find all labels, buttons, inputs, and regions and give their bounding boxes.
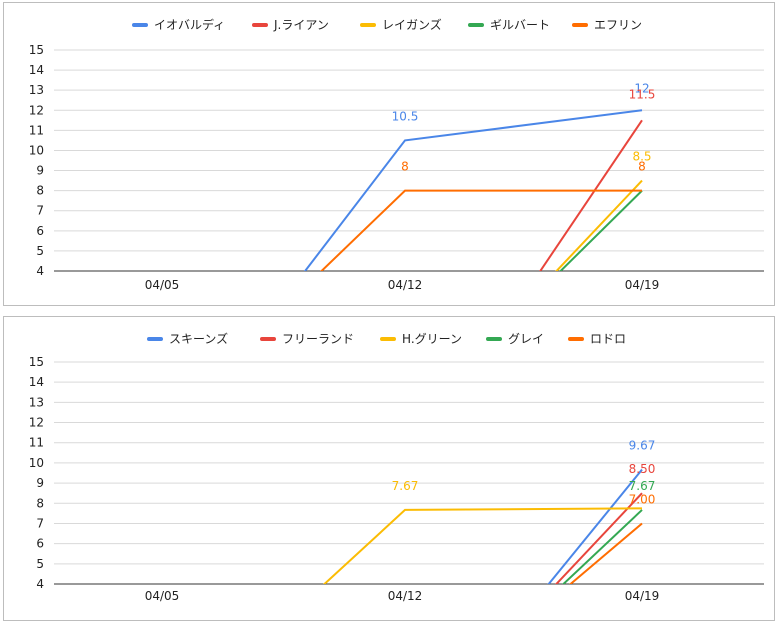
chart-panel-2: 4 5 6 7 8 9 10 11 12 13 14 15 04/05 04/12 04/19 スキーンズ フリ… [3, 316, 775, 621]
y-tick-label: 15 [29, 355, 44, 369]
y-tick-label: 13 [29, 83, 44, 97]
series-line [547, 468, 643, 584]
x-tick-label: 04/05 [145, 589, 180, 603]
y-tick-label: 6 [36, 224, 44, 238]
series-line [569, 522, 643, 584]
x-tick-label: 04/19 [625, 589, 660, 603]
y-tick-label: 9 [36, 164, 44, 178]
series-line [555, 179, 643, 271]
series-line [554, 492, 643, 584]
data-label: 9.67 [629, 439, 656, 453]
y-tick-label: 8 [36, 184, 44, 198]
data-label: 8 [401, 160, 409, 174]
legend-label: イオバルディ [154, 17, 225, 32]
y-tick-label: 15 [29, 43, 44, 57]
y-tick-label: 14 [29, 375, 44, 389]
x-tick-label: 04/05 [145, 278, 180, 292]
legend-label: J.ライアン [273, 18, 329, 32]
data-label: 12 [634, 81, 649, 95]
y-tick-label: 12 [29, 103, 44, 117]
y-tick-label: 13 [29, 395, 44, 409]
y-tick-label: 6 [36, 537, 44, 551]
data-label: 8.50 [629, 462, 656, 476]
y-tick-label: 7 [36, 516, 44, 530]
data-label: 11.5 [629, 87, 656, 101]
y-tick-label: 10 [29, 143, 44, 157]
x-tick-label: 04/12 [388, 278, 423, 292]
legend-label: フリーランド [282, 332, 354, 346]
y-tick-label: 14 [29, 63, 44, 77]
legend-label: レイガンズ [382, 17, 442, 32]
series-line [539, 119, 643, 271]
y-tick-label: 9 [36, 476, 44, 490]
series-line [320, 189, 642, 271]
legend-label: グレイ [508, 332, 544, 346]
chart-panel-1: 4 5 6 7 8 9 10 11 12 13 14 15 04/05 04/12 04/19 イオバルディ J… [3, 2, 775, 306]
series-line [303, 109, 643, 271]
y-tick-label: 4 [36, 577, 44, 591]
y-tick-label: 5 [36, 244, 44, 258]
series-lines [322, 468, 643, 584]
x-tick-label: 04/12 [388, 589, 423, 603]
data-label: 10.5 [392, 109, 419, 123]
data-label: 7.67 [629, 479, 656, 493]
data-label: 8.5 [632, 150, 651, 164]
series-line [322, 507, 643, 584]
legend-label: ギルバート [490, 18, 550, 32]
y-tick-label: 7 [36, 204, 44, 218]
y-tick-label: 11 [29, 123, 44, 137]
legend-label: H.グリーン [402, 332, 462, 346]
x-tick-label: 04/19 [625, 278, 660, 292]
legend-label: ロドロ [590, 332, 626, 346]
y-tick-label: 12 [29, 416, 44, 430]
legend-label: エフリン [594, 18, 642, 32]
series-lines [303, 109, 643, 271]
series-line [561, 509, 643, 584]
data-label: 7.00 [629, 492, 656, 506]
y-tick-label: 8 [36, 496, 44, 510]
series-line [559, 189, 643, 271]
data-label: 7.67 [392, 479, 419, 493]
y-tick-label: 4 [36, 264, 44, 278]
y-tick-label: 10 [29, 456, 44, 470]
legend-label: スキーンズ [169, 331, 228, 346]
data-label: 8 [638, 160, 646, 174]
y-tick-label: 5 [36, 557, 44, 571]
y-tick-label: 11 [29, 436, 44, 450]
line-chart-2: 4 5 6 7 8 9 10 11 12 13 14 15 04/05 04/12 04/19 スキーンズ フリ… [29, 331, 764, 603]
line-chart-1: 4 5 6 7 8 9 10 11 12 13 14 15 04/05 04/12 04/19 イオバルディ J… [29, 17, 764, 292]
